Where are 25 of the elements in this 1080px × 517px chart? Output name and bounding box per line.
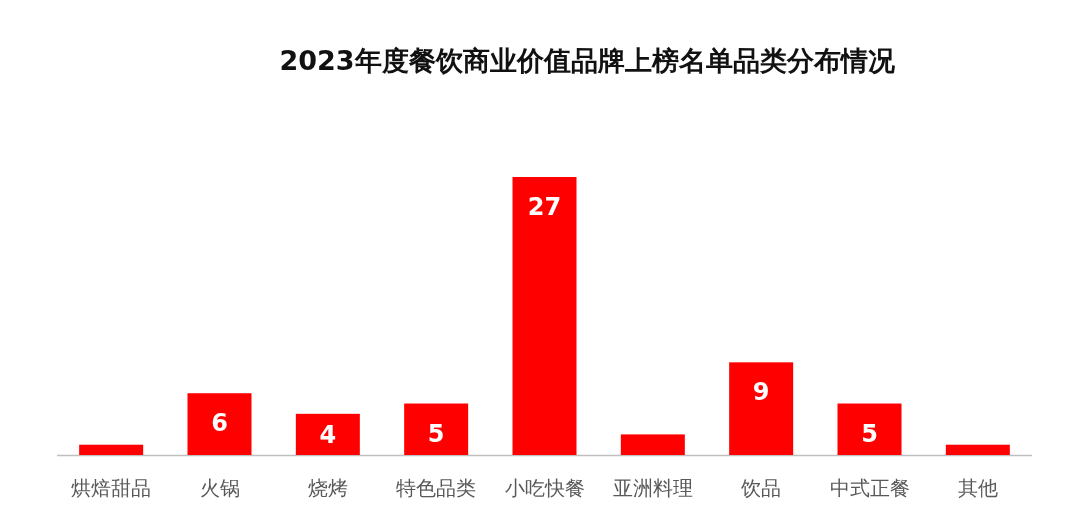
bar	[512, 177, 577, 455]
data-label: 6	[211, 409, 228, 438]
x-tick-label: 火锅	[199, 476, 240, 500]
bar	[945, 444, 1010, 455]
bar	[729, 362, 794, 455]
x-tick-label: 其他	[957, 476, 998, 500]
bar	[187, 393, 252, 455]
bar	[295, 413, 360, 455]
data-label: 9	[752, 378, 770, 407]
data-label: 27	[527, 193, 562, 221]
data-label: 5	[861, 419, 878, 448]
x-tick-label: 亚洲料理	[612, 476, 693, 500]
x-tick-label: 烘焙甜品	[71, 476, 152, 500]
data-label: 4	[319, 421, 337, 450]
bar	[404, 403, 469, 455]
x-tick-label: 烧烤	[307, 476, 348, 500]
data-label: 5	[427, 419, 445, 448]
x-tick-label: 特色品类	[396, 476, 477, 500]
bar	[620, 434, 685, 455]
chart-title: 2023年度餐饮商业价值品牌上榜名单品类分布情况	[279, 45, 896, 76]
x-tick-label: 饮品	[740, 476, 782, 500]
bar	[79, 444, 144, 455]
x-tick-label: 小吃快餐	[504, 476, 585, 500]
x-tick-label: 中式正餐	[829, 476, 910, 500]
bar	[837, 403, 902, 455]
